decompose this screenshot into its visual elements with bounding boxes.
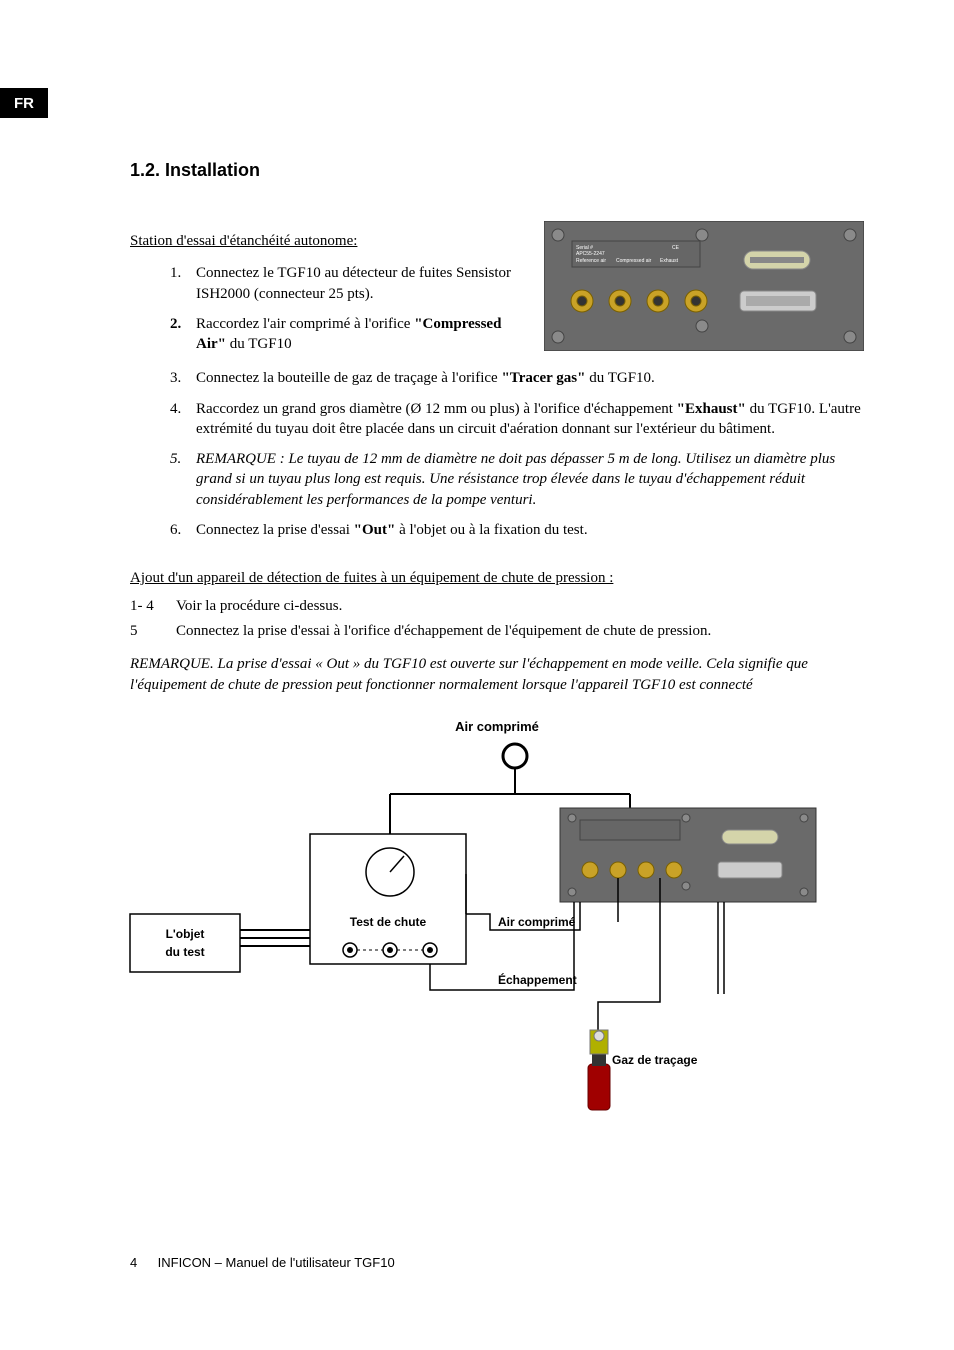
- diagram-title: Air comprimé: [130, 719, 864, 734]
- section-heading: 1.2. Installation: [130, 160, 864, 181]
- label-object-1: L'objet: [166, 927, 205, 941]
- label-drop-test: Test de chute: [350, 915, 427, 929]
- step-item: 1.Connectez le TGF10 au détecteur de fui…: [170, 263, 524, 304]
- sub-step-item: 5Connectez la prise d'essai à l'orifice …: [130, 623, 864, 640]
- sub-step-item: 1- 4Voir la procédure ci-dessus.: [130, 598, 864, 615]
- svg-text:APC55-2247: APC55-2247: [576, 251, 605, 257]
- remark-note: REMARQUE. La prise d'essai « Out » du TG…: [130, 654, 864, 695]
- label-exhaust: Échappement: [498, 972, 577, 987]
- language-tab: FR: [0, 88, 48, 118]
- device-mini: [560, 808, 816, 902]
- step-item: 2.Raccordez l'air comprimé à l'orifice "…: [170, 314, 524, 355]
- sub-steps: 1- 4Voir la procédure ci-dessus. 5Connect…: [130, 598, 864, 640]
- device-image: Serial # APC55-2247 Reference air Compre…: [544, 221, 864, 356]
- top-heading: Station d'essai d'étanchéité autonome:: [130, 231, 524, 251]
- device-rear-svg: Serial # APC55-2247 Reference air Compre…: [544, 221, 864, 351]
- step-item: 6.Connectez la prise d'essai "Out" à l'o…: [170, 520, 864, 540]
- svg-text:CE: CE: [672, 245, 680, 251]
- step-item: 5.REMARQUE : Le tuyau de 12 mm de diamèt…: [170, 449, 864, 510]
- top-row: Station d'essai d'étanchéité autonome: 1…: [130, 221, 864, 364]
- footer-text: INFICON – Manuel de l'utilisateur TGF10: [158, 1255, 395, 1270]
- step-item: 3.Connectez la bouteille de gaz de traça…: [170, 368, 864, 388]
- page: FR 1.2. Installation Station d'essai d'é…: [0, 0, 954, 1350]
- svg-text:Compressed air: Compressed air: [616, 258, 652, 264]
- top-left-col: Station d'essai d'étanchéité autonome: 1…: [130, 221, 524, 364]
- sub-heading: Ajout d'un appareil de détection de fuit…: [130, 568, 864, 588]
- label-tracer: Gaz de traçage: [612, 1053, 698, 1067]
- label-object-2: du test: [165, 945, 204, 959]
- footer: 4 INFICON – Manuel de l'utilisateur TGF1…: [130, 1255, 395, 1270]
- label-air: Air comprimé: [498, 915, 576, 929]
- step-item: 4.Raccordez un grand gros diamètre (Ø 12…: [170, 399, 864, 440]
- installation-diagram: Test de chute L'objet du test: [120, 734, 840, 1114]
- steps-list-2: 3.Connectez la bouteille de gaz de traça…: [130, 368, 864, 540]
- gas-cylinder-icon: [588, 1030, 610, 1110]
- page-number: 4: [130, 1255, 154, 1270]
- svg-text:Exhaust: Exhaust: [660, 258, 679, 264]
- steps-list-1: 1.Connectez le TGF10 au détecteur de fui…: [130, 263, 524, 354]
- svg-text:Reference air: Reference air: [576, 258, 606, 264]
